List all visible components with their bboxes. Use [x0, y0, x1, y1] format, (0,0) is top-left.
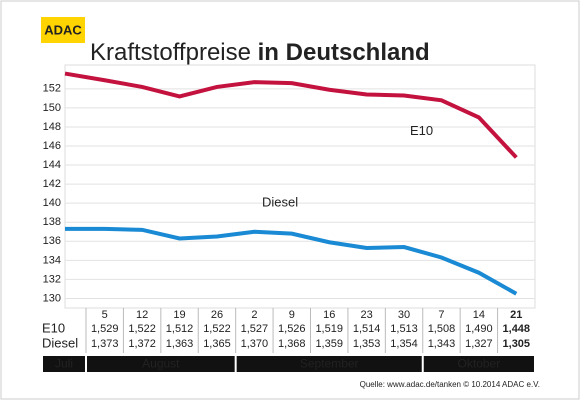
- value-label: 1,354: [390, 338, 418, 350]
- value-label: 1,305: [503, 338, 531, 350]
- value-label: 1,353: [353, 338, 381, 350]
- value-label: 1,513: [390, 323, 418, 335]
- value-label: 1,359: [315, 338, 343, 350]
- value-label: 1,527: [241, 323, 269, 335]
- source: Quelle: www.adac.de/tanken © 10.2014 ADA…: [360, 380, 540, 389]
- value-label: 1,490: [465, 323, 493, 335]
- y-tick-label: 136: [43, 235, 61, 247]
- x-tick-label: 26: [211, 309, 223, 321]
- value-label: 1,372: [128, 338, 156, 350]
- value-label: 1,514: [353, 323, 381, 335]
- value-label: 1,327: [465, 338, 493, 350]
- x-tick-label: 23: [361, 309, 373, 321]
- y-tick-label: 142: [43, 178, 61, 190]
- y-tick-label: 138: [43, 216, 61, 228]
- value-label: 1,370: [241, 338, 269, 350]
- logo-box: [41, 17, 85, 43]
- title-part: Kraftstoffpreise: [90, 39, 251, 66]
- value-label: 1,365: [203, 338, 231, 350]
- month-label: Oktober: [458, 357, 501, 371]
- y-tick-label: 148: [43, 121, 61, 133]
- y-tick-label: 130: [43, 292, 61, 304]
- value-label: 1,363: [166, 338, 194, 350]
- y-tick-label: 132: [43, 273, 61, 285]
- value-label: 1,529: [91, 323, 119, 335]
- value-label: 1,448: [503, 323, 531, 335]
- x-tick-label: 5: [102, 309, 108, 321]
- value-label: 1,368: [278, 338, 306, 350]
- title-part: in Deutschland: [258, 39, 430, 66]
- month-label: Juli: [55, 357, 73, 371]
- value-label: 1,526: [278, 323, 306, 335]
- y-tick-label: 146: [43, 140, 61, 152]
- chart-title: Kraftstoffpreise in Deutschland: [90, 39, 430, 66]
- y-tick-label: 144: [43, 159, 61, 171]
- series-label: Diesel: [262, 195, 298, 210]
- y-tick-label: 150: [43, 102, 61, 114]
- x-tick-label: 14: [473, 309, 485, 321]
- x-tick-label: 16: [323, 309, 335, 321]
- y-tick-label: 134: [43, 254, 61, 266]
- x-tick-label: 7: [438, 309, 444, 321]
- month-label: August: [142, 357, 180, 371]
- value-label: 1,522: [128, 323, 156, 335]
- value-label: 1,519: [315, 323, 343, 335]
- value-label: 1,343: [428, 338, 456, 350]
- row-label: Diesel: [42, 335, 78, 350]
- value-label: 1,512: [166, 323, 194, 335]
- month-bar: [236, 356, 422, 372]
- x-tick-label: 21: [510, 309, 522, 321]
- month-label: September: [300, 357, 359, 371]
- x-tick-label: 19: [173, 309, 185, 321]
- value-label: 1,508: [428, 323, 456, 335]
- series-line: [64, 71, 518, 159]
- y-tick-label: 152: [43, 83, 61, 95]
- month-bar: [423, 356, 534, 372]
- month-bar: [87, 356, 235, 372]
- y-tick-label: 140: [43, 197, 61, 209]
- month-bar: [43, 356, 85, 372]
- x-tick-label: 9: [289, 309, 295, 321]
- logo: ADAC: [44, 22, 82, 37]
- value-label: 1,373: [91, 338, 119, 350]
- x-tick-label: 2: [251, 309, 257, 321]
- series-line: [65, 226, 518, 296]
- series-label: E10: [410, 123, 433, 138]
- row-label: E10: [42, 320, 65, 335]
- plot-area: [64, 64, 536, 309]
- x-tick-label: 30: [398, 309, 410, 321]
- x-tick-label: 12: [136, 309, 148, 321]
- value-label: 1,522: [203, 323, 231, 335]
